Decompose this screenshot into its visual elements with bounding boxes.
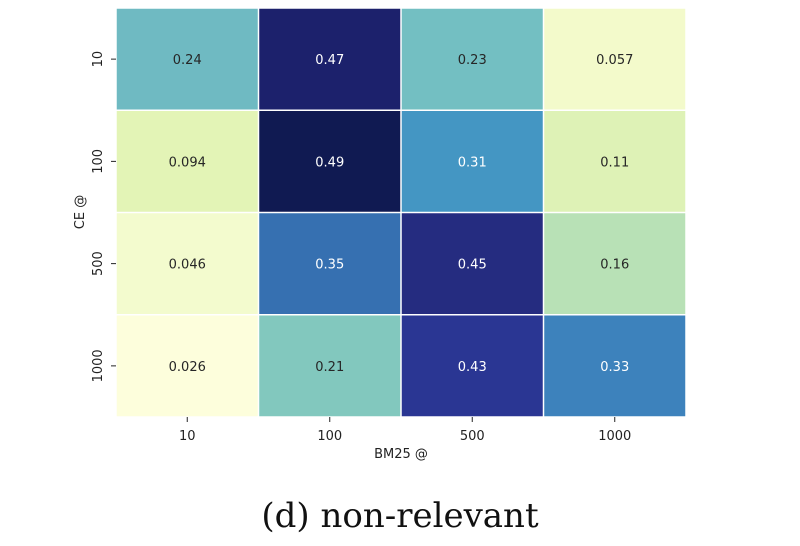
heatmap-cell-r3-c0 xyxy=(116,315,258,417)
x-axis-ticks: 10 100 500 1000 xyxy=(179,417,631,444)
cell-value-label-r0-c1: 0.47 xyxy=(315,53,344,68)
heatmap-cell-r0-c2 xyxy=(401,8,543,110)
heatmap-cell-r2-c0 xyxy=(116,213,258,314)
y-tick-label: 500 xyxy=(91,251,106,276)
heatmap-cell-r0-c3 xyxy=(544,8,686,110)
heatmap-cell-r1-c1 xyxy=(259,111,401,212)
heatmap-cell-r1-c2 xyxy=(401,111,543,212)
heatmap-cell-r0-c0 xyxy=(116,8,258,110)
heatmap-cell-r2-c3 xyxy=(544,213,686,314)
heatmap-chart: 0.24 0.47 0.23 0.057 0.094 0.49 0.31 0.11 0.046 0… xyxy=(73,8,686,462)
cell-value-label-r3-c1: 0.21 xyxy=(315,360,344,375)
heatmap-cells xyxy=(116,8,686,417)
cell-value-label-r1-c3: 0.11 xyxy=(600,155,629,170)
cell-value-label-r3-c2: 0.43 xyxy=(458,360,487,375)
heatmap-cell-r2-c1 xyxy=(259,213,401,314)
heatmap-cell-r3-c3 xyxy=(544,315,686,417)
heatmap-cell-r3-c2 xyxy=(401,315,543,417)
cell-value-label-r3-c0: 0.026 xyxy=(169,360,206,375)
cell-value-label-r1-c1: 0.49 xyxy=(315,155,344,170)
cell-value-label-r1-c0: 0.094 xyxy=(169,155,206,170)
cell-value-label-r0-c0: 0.24 xyxy=(173,53,202,68)
cell-value-label-r2-c2: 0.45 xyxy=(458,258,487,273)
heatmap-cell-r3-c1 xyxy=(259,315,401,417)
heatmap-cell-r0-c1 xyxy=(259,8,401,110)
cell-value-label-r0-c3: 0.057 xyxy=(596,53,633,68)
heatmap-cell-r1-c3 xyxy=(544,111,686,212)
x-tick-label: 500 xyxy=(460,429,485,444)
x-tick-label: 1000 xyxy=(598,429,631,444)
cell-value-label-r2-c3: 0.16 xyxy=(600,258,629,273)
y-axis-label: CE @ xyxy=(73,195,88,229)
cell-value-label-r2-c0: 0.046 xyxy=(169,258,206,273)
figure-caption: (d) non-relevant xyxy=(261,496,539,536)
y-tick-label: 100 xyxy=(91,149,106,174)
cell-value-label-r1-c2: 0.31 xyxy=(458,155,487,170)
cell-value-label-r3-c3: 0.33 xyxy=(600,360,629,375)
x-tick-label: 100 xyxy=(317,429,342,444)
x-axis-label: BM25 @ xyxy=(374,447,428,462)
heatmap-cell-r2-c2 xyxy=(401,213,543,314)
y-tick-label: 10 xyxy=(91,51,106,68)
y-axis-ticks: 10 100 500 1000 xyxy=(91,51,116,382)
heatmap-cell-labels: 0.24 0.47 0.23 0.057 0.094 0.49 0.31 0.11 0.046 0… xyxy=(169,53,634,375)
y-tick-label: 1000 xyxy=(91,349,106,382)
x-tick-label: 10 xyxy=(179,429,196,444)
cell-value-label-r2-c1: 0.35 xyxy=(315,258,344,273)
cell-value-label-r0-c2: 0.23 xyxy=(458,53,487,68)
heatmap-cell-r1-c0 xyxy=(116,111,258,212)
